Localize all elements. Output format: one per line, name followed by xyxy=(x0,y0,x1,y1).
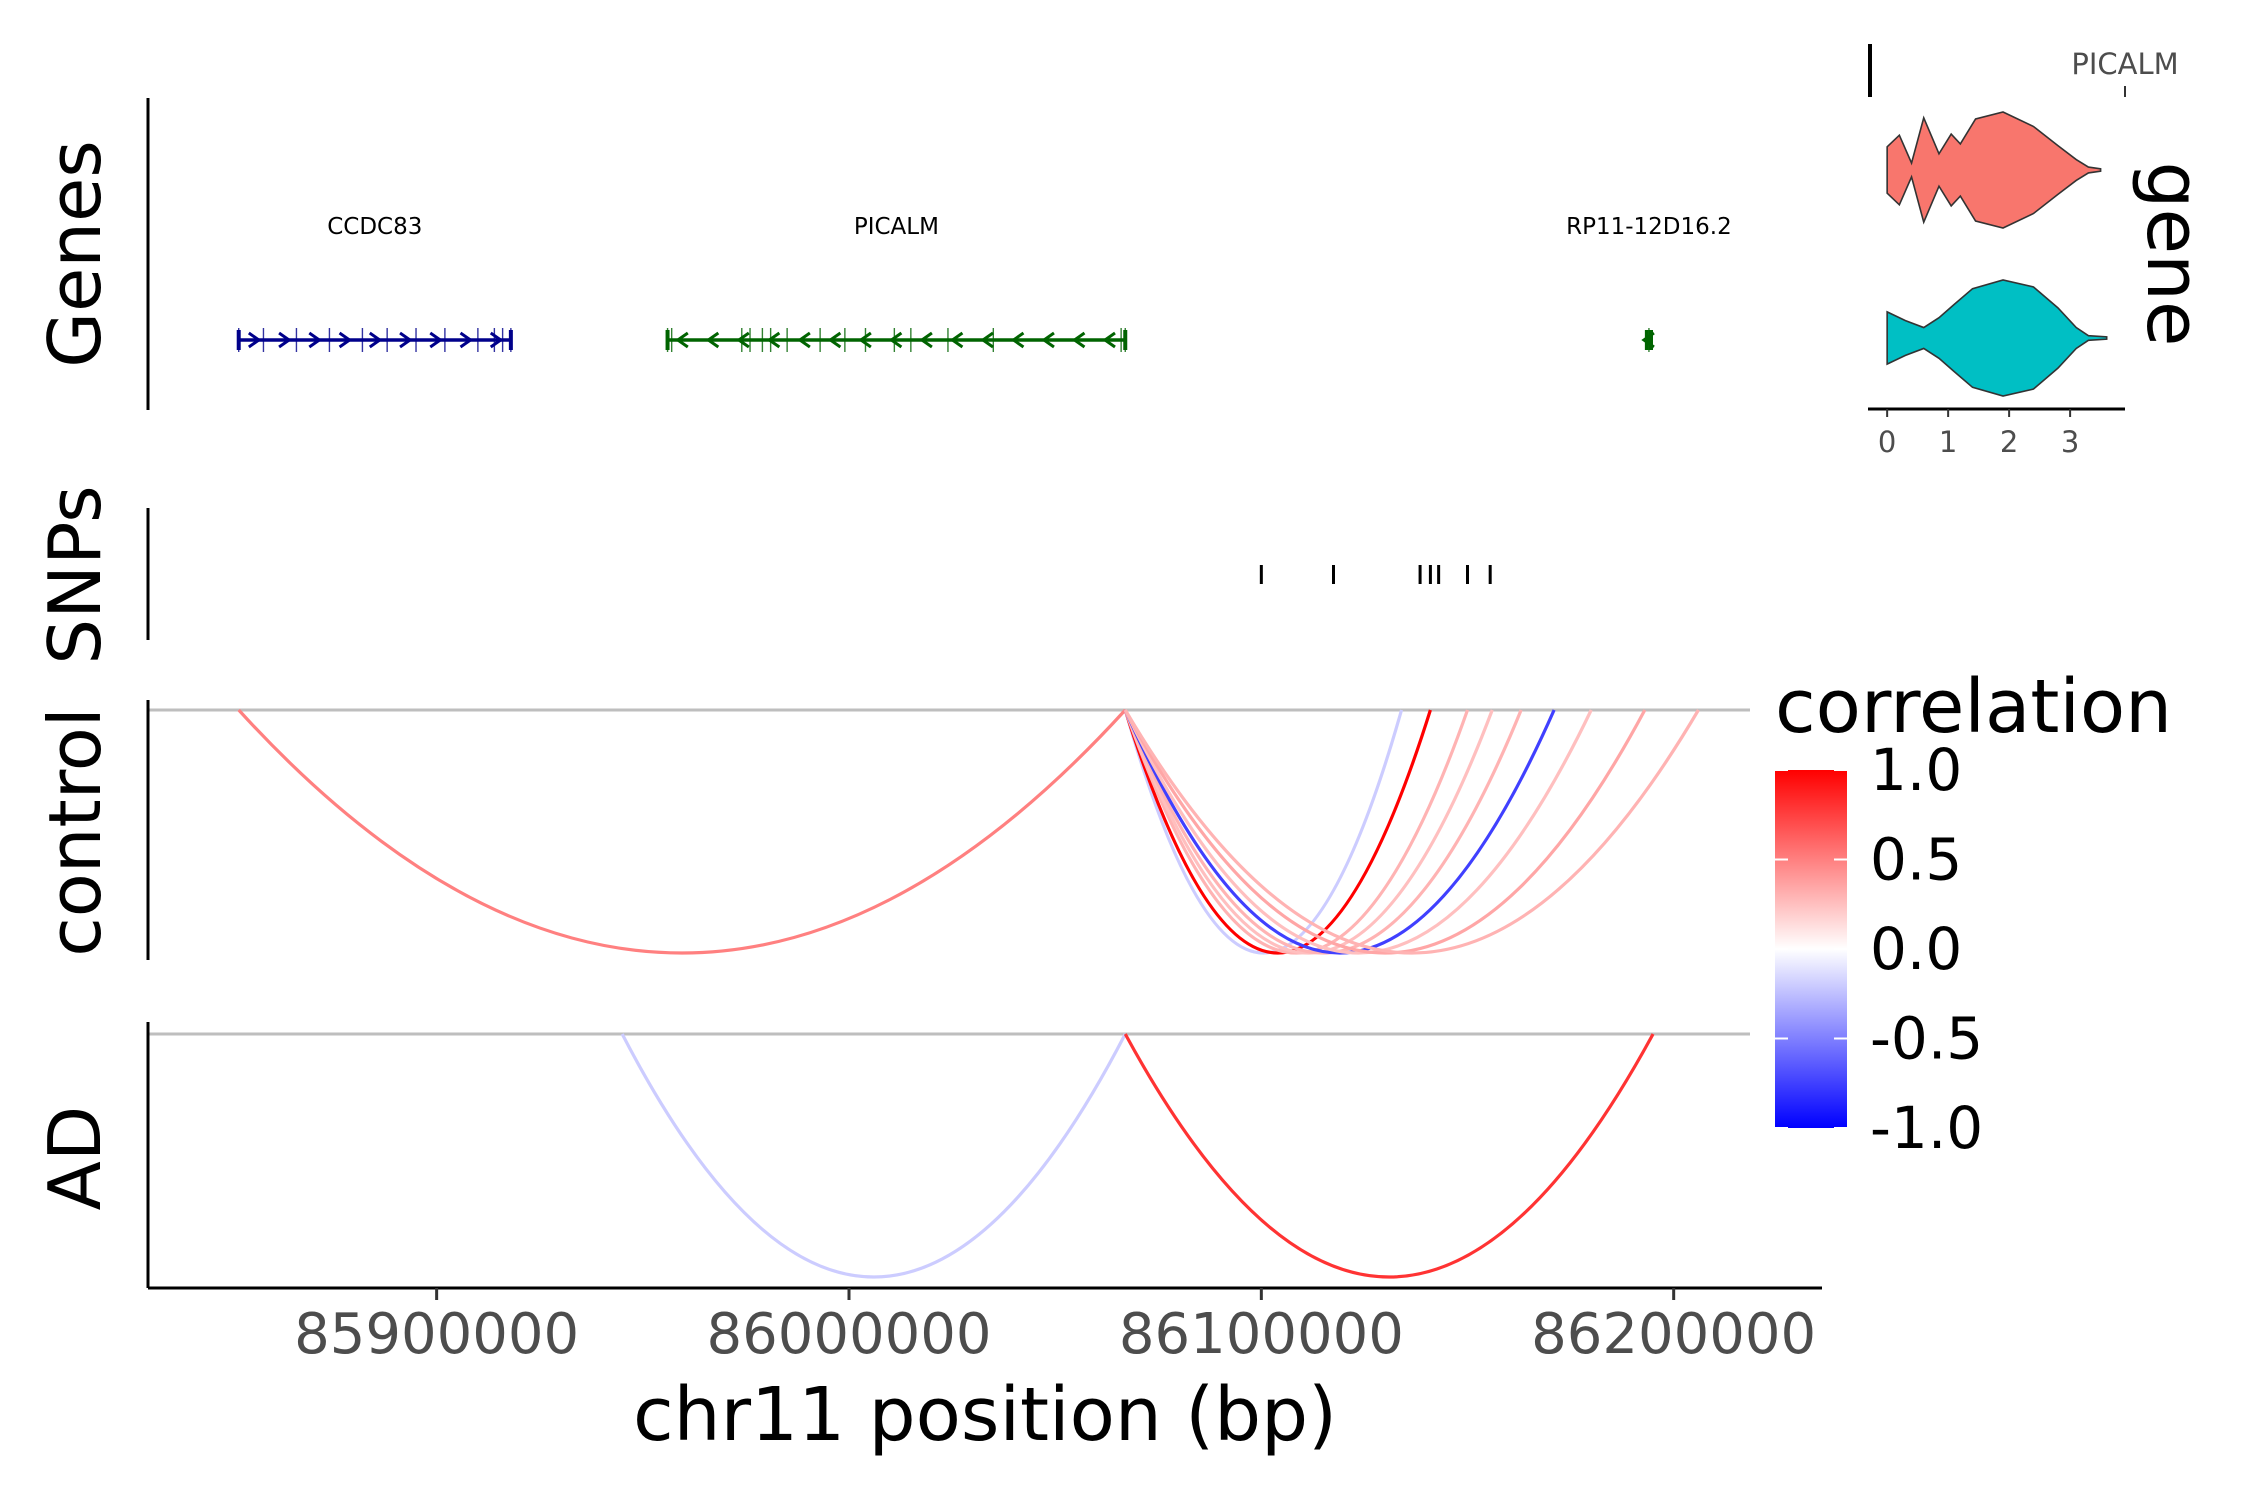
strand-arrow xyxy=(675,331,689,349)
x-tick-label: 86100000 xyxy=(1119,1302,1404,1367)
strand-arrow xyxy=(489,331,504,349)
track-labels: Genes SNPs control AD xyxy=(33,140,117,1210)
violin-shape xyxy=(1886,279,2108,397)
loop-arc xyxy=(1123,709,1700,955)
loop-arc xyxy=(1123,709,1556,955)
gene-label: PICALM xyxy=(854,214,939,240)
strand-arrow xyxy=(399,331,413,349)
loop-arc xyxy=(1123,709,1404,955)
strand-arrow xyxy=(278,331,292,349)
x-axis: 85900000 86000000 86100000 86200000 chr11 po… xyxy=(148,1286,1822,1458)
strand-arrow xyxy=(827,331,842,349)
strand-arrow xyxy=(1010,331,1025,349)
inset-x-tick-label: 3 xyxy=(2061,425,2079,459)
ad-track-label: AD xyxy=(33,1106,117,1211)
control-track-label: control xyxy=(33,707,117,957)
main-panel: CCDC83 PICALM RP11-12D16.2 85900000 8600000… xyxy=(33,98,1822,1458)
inset-x-tick-label: 0 xyxy=(1878,425,1896,459)
strand-arrow xyxy=(705,331,720,349)
legend-title: correlation xyxy=(1775,664,2172,750)
legend-break-label: 1.0 xyxy=(1870,736,1962,804)
loop-arc xyxy=(1123,709,1593,955)
snps-track-label: SNPs xyxy=(33,485,117,664)
strand-arrow xyxy=(980,331,994,349)
strand-arrow xyxy=(247,331,262,349)
legend-break-label: 0.0 xyxy=(1870,915,1962,983)
strand-arrow xyxy=(1041,331,1055,349)
inset-x-tick-label: 2 xyxy=(2000,425,2018,459)
violin-shape xyxy=(1886,111,2102,229)
strand-arrow xyxy=(429,331,443,349)
loop-arc xyxy=(1123,709,1647,955)
inset-strip-label: gene xyxy=(2130,162,2216,347)
gene-CCDC83: CCDC83 xyxy=(236,214,513,352)
gene-label: RP11-12D16.2 xyxy=(1566,214,1732,240)
loop-arc xyxy=(1123,709,1523,955)
strand-arrow xyxy=(368,331,383,349)
inset-title: PICALM xyxy=(2071,47,2178,81)
strand-arrow xyxy=(766,331,781,349)
x-axis-title: chr11 position (bp) xyxy=(633,1372,1337,1458)
x-tick-label: 85900000 xyxy=(294,1302,579,1367)
violin-inset: PICALM 0 1 2 3 gene xyxy=(1868,44,2216,459)
strand-arrow xyxy=(888,331,903,349)
gene-PICALM: PICALM xyxy=(665,214,1128,352)
ad-loops-track xyxy=(148,1032,1750,1279)
legend-break-label: 0.5 xyxy=(1870,826,1962,894)
strand-arrow xyxy=(736,331,750,349)
strand-arrow xyxy=(858,331,872,349)
loop-arc xyxy=(1123,709,1470,955)
loop-arc xyxy=(1123,709,1494,955)
strand-arrow xyxy=(1102,331,1116,349)
strand-arrow xyxy=(797,331,811,349)
loop-arc xyxy=(1123,1033,1655,1279)
strand-arrow xyxy=(459,331,474,349)
gene-RP11-12D16.2: RP11-12D16.2 xyxy=(1566,214,1732,352)
loop-arc xyxy=(620,1033,1127,1279)
x-tick-label: 86000000 xyxy=(706,1302,991,1367)
legend-break-label: -0.5 xyxy=(1870,1005,1983,1073)
x-tick-label: 86200000 xyxy=(1531,1302,1816,1367)
inset-x-tick-label: 1 xyxy=(1939,425,1957,459)
strand-arrow xyxy=(338,331,353,349)
loop-arc xyxy=(237,708,1127,955)
loop-arc xyxy=(1123,709,1432,955)
gene-label: CCDC83 xyxy=(327,214,422,240)
genes-track-label: Genes xyxy=(33,140,117,368)
strand-arrow xyxy=(949,331,964,349)
genes-track: CCDC83 PICALM RP11-12D16.2 xyxy=(236,214,1732,352)
strand-arrow xyxy=(919,331,933,349)
snps-track xyxy=(1259,565,1492,584)
strand-arrow xyxy=(1071,331,1086,349)
legend-break-label: -1.0 xyxy=(1870,1094,1983,1162)
strand-arrow xyxy=(308,331,322,349)
control-loops-track xyxy=(148,708,1750,955)
